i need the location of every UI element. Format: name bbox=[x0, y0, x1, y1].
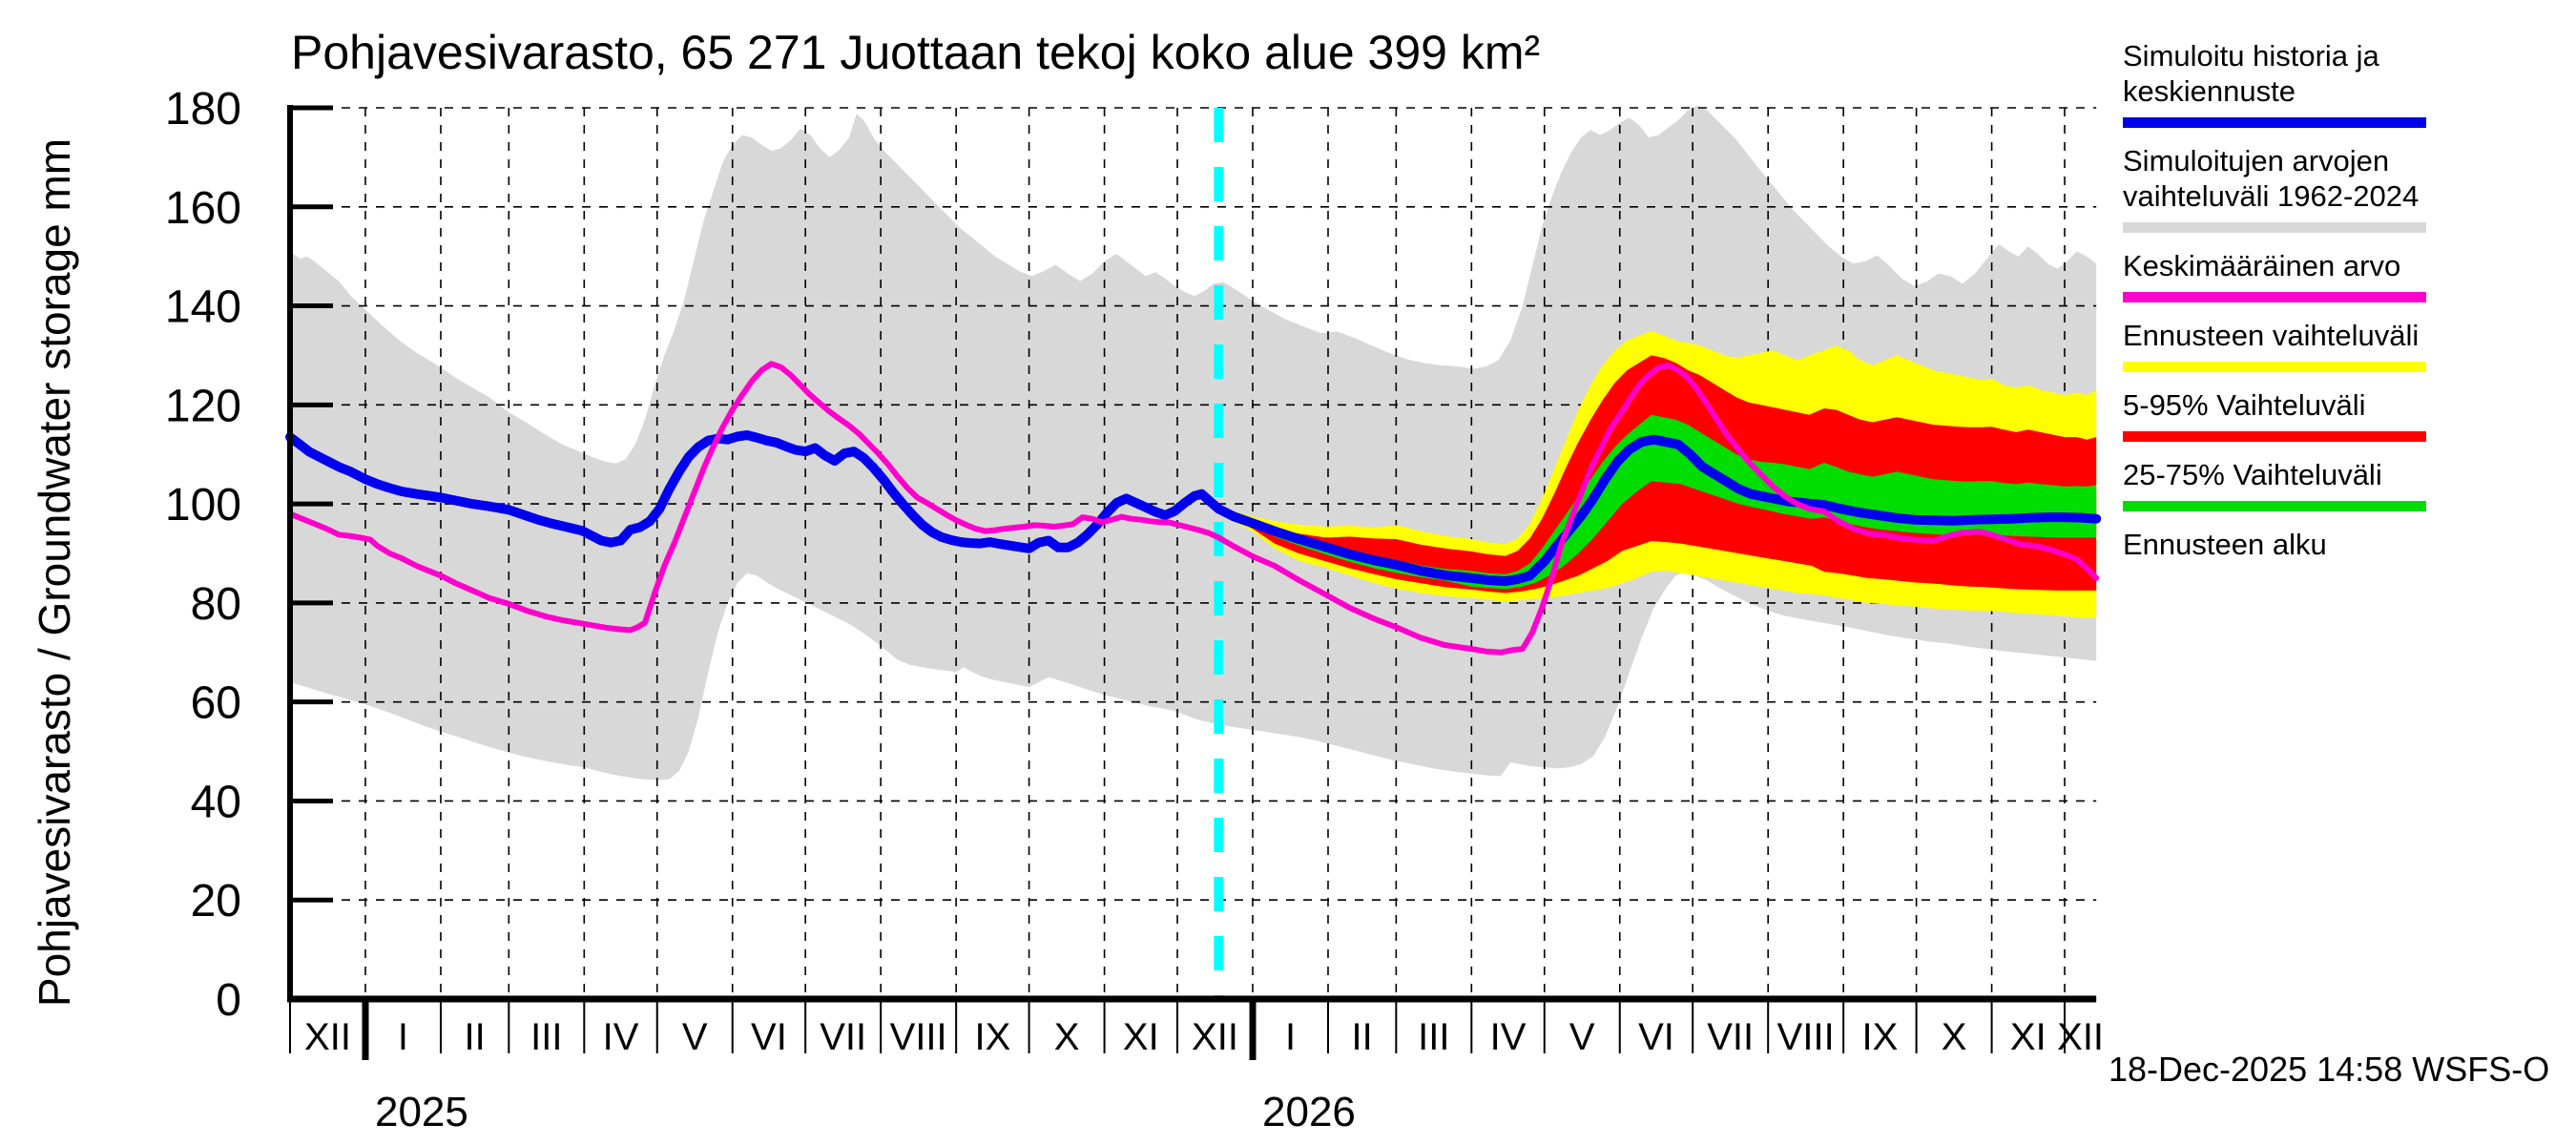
legend-label: Ennusteen alku bbox=[2123, 528, 2327, 561]
month-label: II bbox=[465, 1016, 486, 1058]
month-label: VIII bbox=[1777, 1016, 1835, 1058]
month-label: XI bbox=[1123, 1016, 1159, 1058]
y-tick-label: 140 bbox=[165, 282, 241, 333]
y-tick-label: 60 bbox=[191, 678, 241, 729]
legend-swatch-line bbox=[2123, 362, 2426, 372]
y-tick-label: 80 bbox=[191, 579, 241, 630]
y-tick-label: 160 bbox=[165, 183, 241, 234]
month-label: V bbox=[1569, 1016, 1595, 1058]
month-label: IV bbox=[1490, 1016, 1527, 1058]
chart-title: Pohjavesivarasto, 65 271 Juottaan tekoj … bbox=[291, 26, 1541, 79]
legend-label: Simuloitujen arvojen vaihteluväli 1962-2… bbox=[2123, 144, 2420, 213]
month-label: VII bbox=[1707, 1016, 1754, 1058]
gridlines bbox=[290, 107, 2097, 999]
year-label: 2026 bbox=[1262, 1089, 1356, 1135]
legend-item: 25-75% Vaihteluväli bbox=[2123, 457, 2504, 511]
month-label: V bbox=[682, 1016, 708, 1058]
month-label: VI bbox=[1638, 1016, 1674, 1058]
month-label: XII bbox=[304, 1016, 351, 1058]
legend-label: Simuloitu historia ja keskiennuste bbox=[2123, 39, 2379, 108]
month-label: IX bbox=[1861, 1016, 1898, 1058]
month-label: IX bbox=[974, 1016, 1010, 1058]
month-label: X bbox=[1942, 1016, 1967, 1058]
month-labels: XII I II III IV V VI VII VIII IX X XI XII I II III IV V VI… bbox=[304, 1016, 2104, 1058]
y-tick-label: 120 bbox=[165, 381, 241, 431]
history-range-band bbox=[290, 105, 2097, 781]
month-label: VII bbox=[820, 1016, 866, 1058]
legend-swatch-line bbox=[2123, 222, 2426, 233]
legend-item: Ennusteen alku bbox=[2123, 527, 2504, 581]
month-label: XI bbox=[2010, 1016, 2046, 1058]
y-tick-labels: 0 20 40 60 80 100 120 140 160 180 bbox=[165, 84, 241, 1026]
legend-swatch-line bbox=[2123, 117, 2426, 128]
legend-item: Simuloitu historia ja keskiennuste bbox=[2123, 38, 2504, 128]
month-label: X bbox=[1054, 1016, 1080, 1058]
y-tick-label: 180 bbox=[165, 84, 241, 135]
year-labels: 2025 2026 bbox=[375, 1089, 1356, 1135]
legend: Simuloitu historia ja keskiennuste Simulo… bbox=[2123, 38, 2504, 596]
timestamp: 18-Dec-2025 14:58 WSFS-O bbox=[2109, 1050, 2550, 1089]
month-label: IV bbox=[603, 1016, 639, 1058]
axes bbox=[287, 104, 2097, 1060]
legend-label: 5-95% Vaihteluväli bbox=[2123, 388, 2366, 422]
year-label: 2025 bbox=[375, 1089, 468, 1135]
month-label: III bbox=[530, 1016, 562, 1058]
y-tick-label: 40 bbox=[191, 777, 241, 827]
month-label: I bbox=[398, 1016, 408, 1058]
simulated-history-line bbox=[285, 430, 2102, 587]
legend-item: 5-95% Vaihteluväli bbox=[2123, 387, 2504, 442]
month-label: VIII bbox=[890, 1016, 947, 1058]
month-label: III bbox=[1418, 1016, 1449, 1058]
month-label: VI bbox=[751, 1016, 787, 1058]
legend-label: Keskimääräinen arvo bbox=[2123, 249, 2401, 282]
legend-item: Simuloitujen arvojen vaihteluväli 1962-2… bbox=[2123, 143, 2504, 233]
y-tick-label: 20 bbox=[191, 876, 241, 926]
y-tick-label: 100 bbox=[165, 480, 241, 531]
month-label: XII bbox=[1192, 1016, 1238, 1058]
mean-value-line bbox=[287, 361, 2100, 656]
y-tick-label: 0 bbox=[216, 975, 241, 1026]
month-label: I bbox=[1285, 1016, 1296, 1058]
legend-swatch-line bbox=[2123, 501, 2426, 511]
legend-swatch-line bbox=[2123, 292, 2426, 302]
legend-label: Ennusteen vaihteluväli bbox=[2123, 319, 2420, 352]
legend-item: Keskimääräinen arvo bbox=[2123, 248, 2504, 302]
legend-label: 25-75% Vaihteluväli bbox=[2123, 458, 2382, 491]
band-25-75 bbox=[1218, 414, 2097, 590]
month-label: XII bbox=[2057, 1016, 2104, 1058]
legend-item: Ennusteen vaihteluväli bbox=[2123, 318, 2504, 372]
legend-swatch-line bbox=[2123, 431, 2426, 442]
month-label: II bbox=[1352, 1016, 1373, 1058]
